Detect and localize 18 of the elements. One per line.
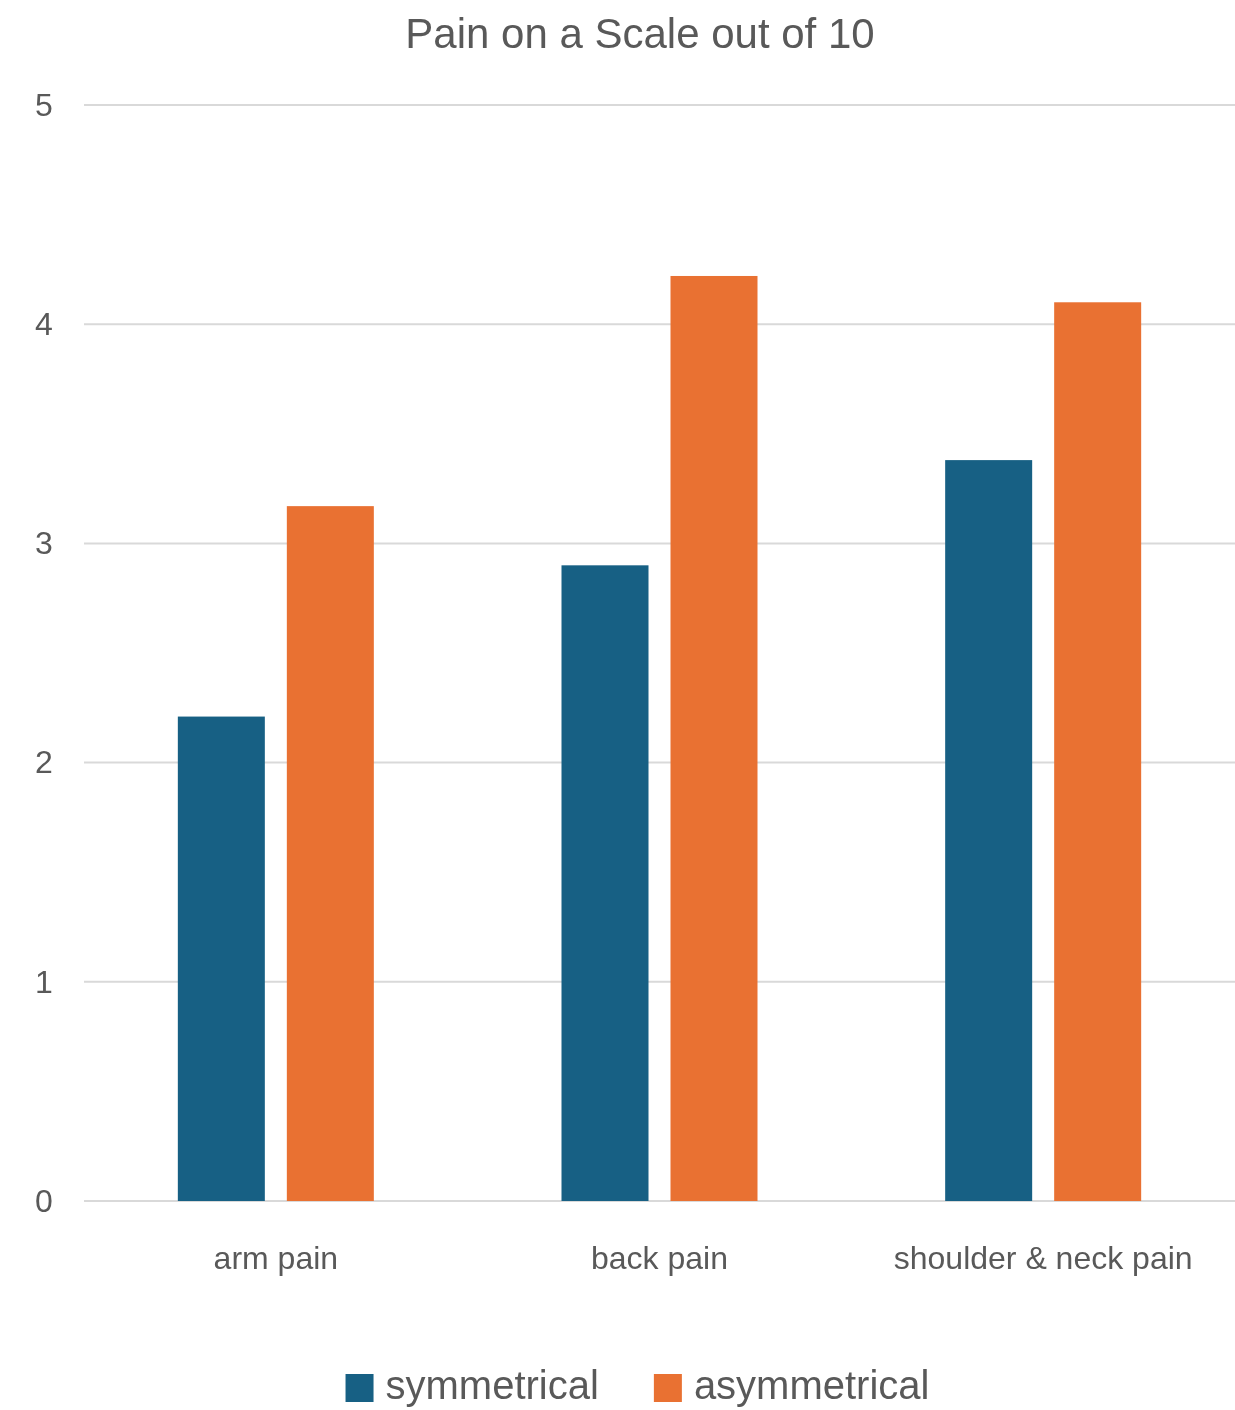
x-tick-label: shoulder & neck pain xyxy=(893,1240,1193,1276)
y-tick-label: 5 xyxy=(35,86,53,123)
bar xyxy=(670,275,758,1201)
y-tick-label: 0 xyxy=(35,1182,53,1219)
y-tick-label: 3 xyxy=(35,525,53,562)
legend-label: symmetrical xyxy=(385,1363,599,1407)
x-tick-label: back pain xyxy=(591,1240,728,1276)
y-tick-label: 1 xyxy=(35,963,53,1000)
bar xyxy=(945,460,1033,1201)
bar xyxy=(561,565,649,1201)
legend-label: asymmetrical xyxy=(693,1363,930,1407)
y-tick-label: 4 xyxy=(35,305,53,342)
chart-title: Pain on a Scale out of 10 xyxy=(405,10,875,57)
y-tick-label: 2 xyxy=(35,744,53,781)
x-tick-label: arm pain xyxy=(213,1240,339,1276)
bar xyxy=(286,506,374,1201)
bar xyxy=(1054,302,1142,1201)
bar xyxy=(177,716,265,1201)
